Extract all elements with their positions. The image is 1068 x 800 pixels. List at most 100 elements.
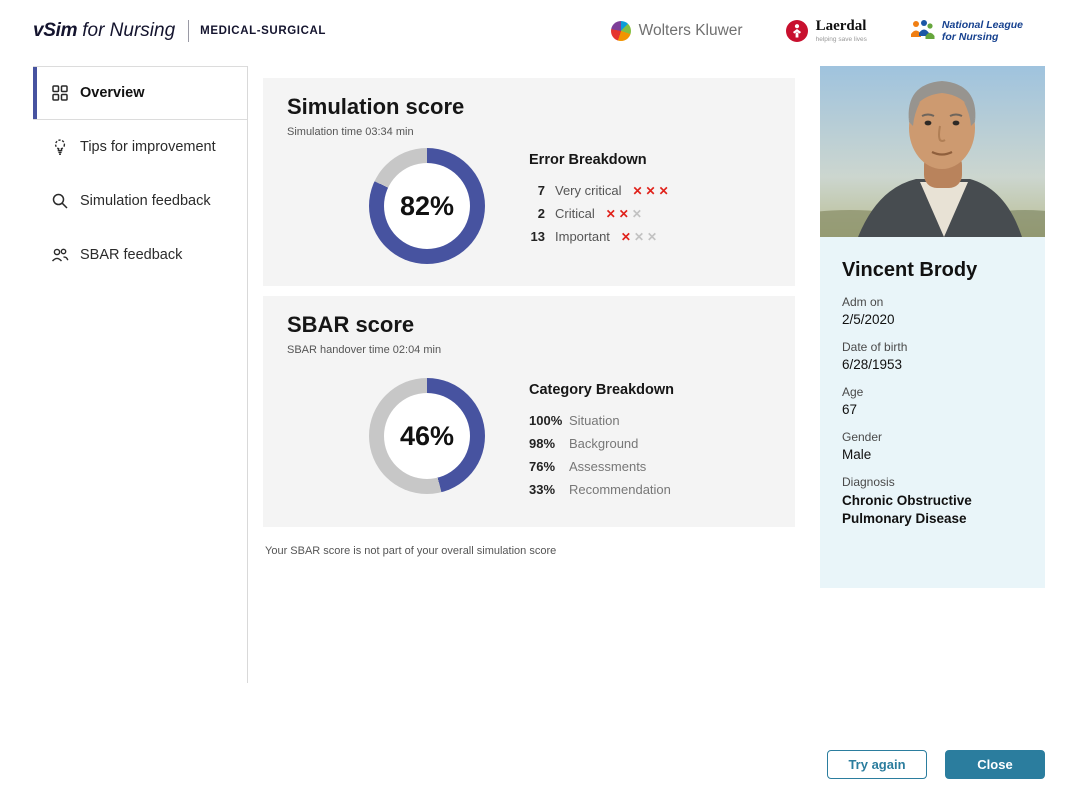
category-label: Situation (569, 413, 620, 428)
severity-marks: ✕ ✕ ✕ (618, 231, 657, 243)
sidebar-item-label: SBAR feedback (80, 247, 183, 263)
logo-division: MEDICAL-SURGICAL (200, 25, 327, 37)
nln-label-line1: National League (941, 18, 1023, 31)
field-label: Date of birth (842, 340, 908, 354)
error-count: 13 (530, 229, 545, 244)
search-icon (50, 191, 70, 211)
category-pct: 100% (529, 413, 563, 428)
patient-info: Vincent Brody Adm on 2/5/2020 Date of bi… (820, 237, 1045, 588)
category-pct: 33% (529, 482, 556, 497)
sbar-score-donut: 46% (369, 378, 485, 494)
patient-photo (820, 66, 1045, 237)
patient-field-diagnosis: Diagnosis Chronic Obstructive Pulmonary … (842, 475, 1023, 527)
category-label: Background (569, 436, 639, 451)
x-mark-gray: ✕ (631, 206, 642, 221)
grid-icon (50, 83, 70, 103)
patient-field: Date of birth 6/28/1953 (842, 340, 1023, 372)
error-label: Important (555, 229, 610, 244)
error-count: 7 (537, 183, 545, 198)
x-mark-red: ✕ (620, 229, 631, 244)
footer-actions: Try again Close (827, 750, 1045, 779)
logo-divider (188, 20, 190, 42)
sbar-handover-time: SBAR handover time 02:04 min (287, 344, 442, 356)
laerdal-label: Laerdal (815, 17, 867, 34)
brand-logos: Wolters Kluwer Laerdal helping save live… (610, 17, 1023, 44)
error-label: Critical (555, 206, 595, 221)
patient-name: Vincent Brody (842, 259, 978, 281)
category-pct: 98% (529, 436, 556, 451)
severity-marks: ✕ ✕ ✕ (603, 208, 642, 220)
patient-field: Age 67 (842, 385, 1023, 417)
lightbulb-icon (50, 137, 70, 157)
category-row: 100% Situation (529, 409, 674, 432)
error-breakdown-title: Error Breakdown (529, 152, 647, 168)
error-label: Very critical (555, 183, 622, 198)
x-mark-red: ✕ (658, 183, 669, 198)
sidebar-item-overview[interactable]: Overview (33, 66, 247, 120)
try-again-button[interactable]: Try again (827, 750, 927, 779)
simulation-score-card: Simulation score Simulation time 03:34 m… (263, 78, 795, 286)
people-icon (50, 245, 70, 265)
category-breakdown: Category Breakdown 100% Situation 98% Ba… (529, 382, 674, 501)
patient-field: Gender Male (842, 430, 1023, 462)
nln-icon (909, 19, 935, 43)
wolters-kluwer-label: Wolters Kluwer (638, 22, 743, 39)
field-label: Diagnosis (842, 475, 895, 489)
field-label: Gender (842, 430, 883, 444)
sidebar: Overview Tips for improvement Simulation… (33, 66, 248, 683)
patient-panel: Vincent Brody Adm on 2/5/2020 Date of bi… (820, 66, 1045, 588)
wolters-kluwer-logo: Wolters Kluwer (610, 21, 743, 41)
patient-field: Adm on 2/5/2020 (842, 295, 1023, 327)
category-pct: 76% (529, 459, 556, 474)
nln-label-line2: for Nursing (941, 31, 999, 43)
x-mark-red: ✕ (618, 206, 629, 221)
nln-logo: National League for Nursing (909, 19, 1023, 43)
simulation-score-donut: 82% (369, 148, 485, 264)
field-label: Age (842, 385, 864, 399)
sbar-score-value: 46% (399, 420, 455, 451)
category-breakdown-title: Category Breakdown (529, 382, 675, 398)
simulation-time: Simulation time 03:34 min (287, 126, 414, 138)
wolters-kluwer-globe-icon (610, 21, 631, 41)
field-label: Adm on (842, 295, 884, 309)
sidebar-item-label: Overview (80, 85, 145, 101)
x-mark-red: ✕ (605, 206, 616, 221)
sidebar-item-label: Tips for improvement (80, 139, 216, 155)
error-breakdown: Error Breakdown 7 Very critical ✕ ✕ ✕ 2 Cr… (529, 152, 669, 248)
sidebar-item-label: Simulation feedback (80, 193, 211, 209)
logo-brand: vSim (33, 20, 78, 41)
category-row: 76% Assessments (529, 455, 674, 478)
sidebar-item-simulation-feedback[interactable]: Simulation feedback (33, 174, 247, 228)
field-value: Male (842, 447, 872, 462)
category-row: 33% Recommendation (529, 478, 674, 501)
field-value: 2/5/2020 (842, 312, 895, 327)
sbar-score-title: SBAR score (287, 312, 415, 337)
error-row: 2 Critical ✕ ✕ ✕ (529, 202, 669, 225)
close-button[interactable]: Close (945, 750, 1045, 779)
category-label: Recommendation (569, 482, 671, 497)
sbar-score-note: Your SBAR score is not part of your over… (265, 545, 557, 557)
field-value: 67 (842, 402, 858, 417)
error-row: 13 Important ✕ ✕ ✕ (529, 225, 669, 248)
x-mark-gray: ✕ (633, 229, 645, 244)
laerdal-icon (785, 19, 809, 43)
field-value: Chronic Obstructive Pulmonary Disease (842, 493, 972, 526)
severity-marks: ✕ ✕ ✕ (629, 185, 668, 197)
app-logo: vSim for Nursing MEDICAL-SURGICAL (33, 20, 326, 42)
category-label: Assessments (569, 459, 647, 474)
x-mark-red: ✕ (632, 183, 643, 198)
logo-suffix: for Nursing (82, 20, 176, 41)
sbar-score-card: SBAR score SBAR handover time 02:04 min … (263, 296, 795, 527)
laerdal-logo: Laerdal helping save lives (785, 17, 867, 44)
simulation-score-value: 82% (399, 190, 455, 221)
sidebar-item-sbar-feedback[interactable]: SBAR feedback (33, 228, 247, 282)
field-value: 6/28/1953 (842, 357, 903, 372)
laerdal-tagline: helping save lives (815, 35, 867, 43)
simulation-score-title: Simulation score (287, 94, 465, 119)
x-mark-red: ✕ (645, 183, 656, 198)
sidebar-item-tips[interactable]: Tips for improvement (33, 120, 247, 174)
category-row: 98% Background (529, 432, 674, 455)
x-mark-gray: ✕ (647, 229, 658, 244)
app-header: vSim for Nursing MEDICAL-SURGICAL Wolter… (0, 0, 1068, 62)
error-count: 2 (537, 206, 545, 221)
